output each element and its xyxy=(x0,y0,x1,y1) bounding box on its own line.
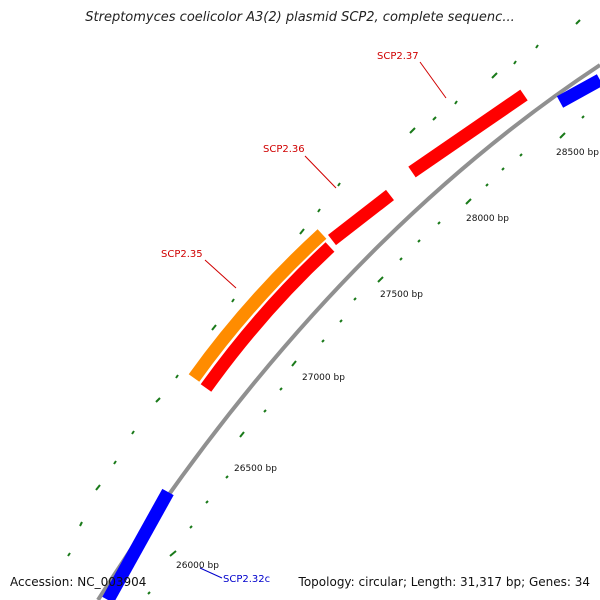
scale-label-27000: 27000 bp xyxy=(302,373,345,383)
inner-tick-ring xyxy=(147,115,585,595)
page-title: Streptomyces coelicolor A3(2) plasmid SC… xyxy=(85,10,515,25)
connector-scp2-32c xyxy=(199,567,223,579)
connector-scp2-35 xyxy=(204,259,237,289)
gene-scp2-36[interactable] xyxy=(328,189,394,246)
label-connectors xyxy=(199,61,447,579)
connector-scp2-36 xyxy=(304,155,337,189)
scale-label-28000: 28000 bp xyxy=(466,214,509,224)
gene-scp2-35-orange[interactable] xyxy=(188,229,327,382)
connector-scp2-37 xyxy=(419,61,447,99)
gene-scp2-35[interactable] xyxy=(200,242,335,392)
gene-scp2-32c[interactable] xyxy=(102,488,174,600)
scale-label-27500: 27500 bp xyxy=(380,290,423,300)
scale-label-26500: 26500 bp xyxy=(234,464,277,474)
gene-right-blue[interactable] xyxy=(556,74,600,108)
accession-label: Accession: NC_003904 xyxy=(10,575,147,589)
gene-label-scp2-37[interactable]: SCP2.37 xyxy=(377,51,419,62)
outer-tick-ring xyxy=(67,19,581,557)
scale-label-28500: 28500 bp xyxy=(556,148,599,158)
gene-label-scp2-35[interactable]: SCP2.35 xyxy=(161,249,203,260)
gene-label-scp2-36[interactable]: SCP2.36 xyxy=(263,144,305,155)
scale-label-26000: 26000 bp xyxy=(176,561,219,571)
plasmid-backbone xyxy=(96,63,600,600)
summary-label: Topology: circular; Length: 31,317 bp; G… xyxy=(298,575,590,589)
gene-scp2-37[interactable] xyxy=(408,89,528,178)
gene-label-scp2-32c[interactable]: SCP2.32c xyxy=(223,574,270,585)
